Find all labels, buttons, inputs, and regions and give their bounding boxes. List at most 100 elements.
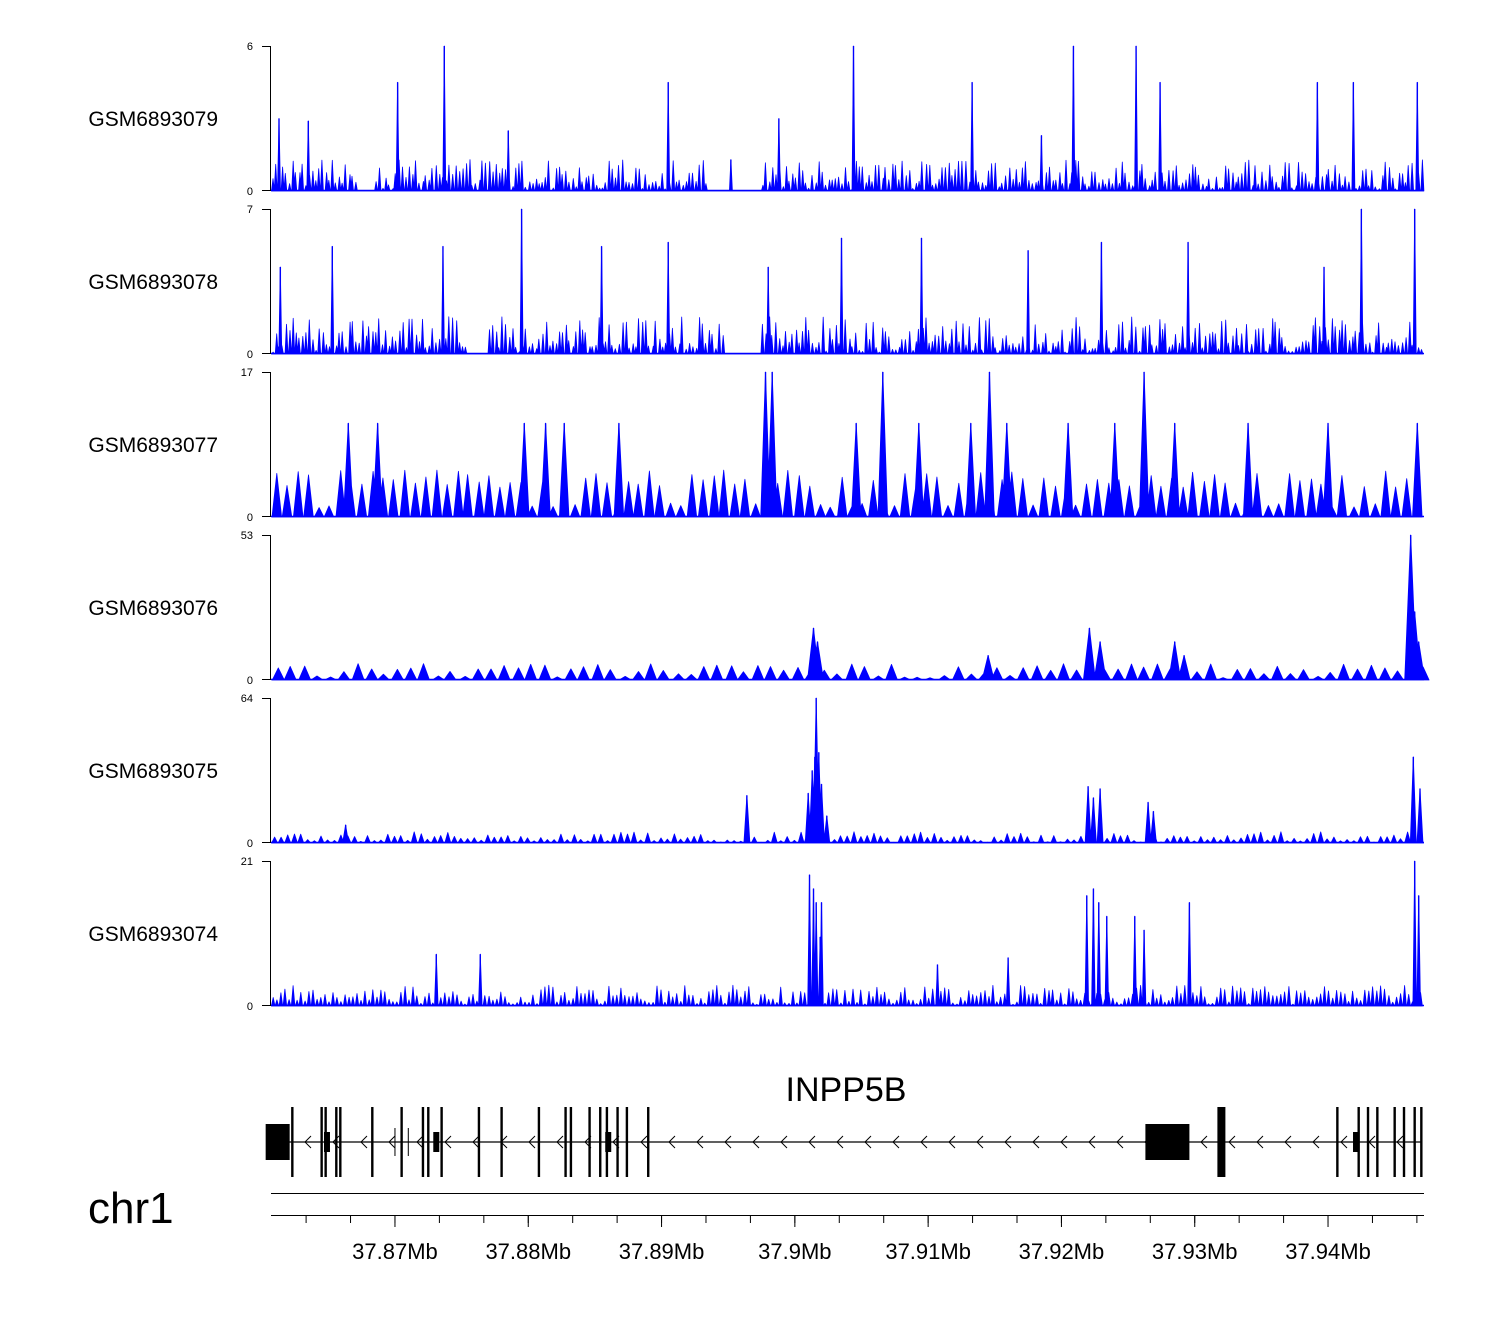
track-label: GSM6893077: [88, 434, 218, 457]
strand-arrow: [528, 1135, 536, 1149]
strand-arrow: [864, 1135, 872, 1149]
strand-arrow: [836, 1135, 844, 1149]
y-tick-label: 0: [247, 512, 253, 524]
exon: [1402, 1107, 1406, 1177]
strand-arrow: [808, 1135, 816, 1149]
y-tick-label: 64: [241, 693, 253, 705]
exon: [1393, 1107, 1396, 1177]
exon: [647, 1107, 650, 1177]
track-label: GSM6893079: [88, 108, 218, 131]
track-GSM6893078: GSM6893078 7 0: [88, 204, 1424, 361]
coverage-tracks: GSM689307960GSM689307870GSM6893077170GSM…: [88, 41, 1430, 1013]
strand-arrow: [1088, 1135, 1096, 1149]
genome-axis: chr1 37.87Mb 37.88Mb 37.89Mb 37.9Mb 37.91Mb 3…: [88, 1184, 1424, 1264]
strand-arrow: [1060, 1135, 1068, 1149]
track-GSM6893074: GSM6893074 21 0: [88, 856, 1424, 1013]
x-tick-label: 37.92Mb: [1019, 1239, 1105, 1264]
track-label: GSM6893075: [88, 760, 218, 783]
x-tick-label: 37.88Mb: [485, 1239, 571, 1264]
exon: [320, 1107, 323, 1177]
x-tick-label: 37.9Mb: [758, 1239, 831, 1264]
coverage-area: [271, 534, 1430, 681]
exon: [569, 1107, 573, 1177]
exon: [1353, 1132, 1360, 1152]
exon: [407, 1128, 409, 1156]
exon: [605, 1132, 612, 1152]
track-GSM6893075: GSM6893075 64 0: [88, 693, 1424, 850]
exon: [1376, 1107, 1379, 1177]
strand-arrow: [1256, 1135, 1264, 1149]
exon: [1336, 1107, 1339, 1177]
strand-arrow: [948, 1135, 956, 1149]
strand-arrow: [556, 1135, 564, 1149]
exon: [400, 1107, 403, 1177]
strand-arrow: [920, 1135, 928, 1149]
track-GSM6893079: GSM6893079 6 0: [88, 41, 1425, 198]
gene-name-label: INPP5B: [786, 1071, 907, 1109]
exon: [1420, 1107, 1423, 1177]
exon: [564, 1107, 567, 1177]
strand-arrow: [472, 1135, 480, 1149]
exon: [421, 1107, 425, 1177]
exon: [394, 1128, 396, 1156]
strand-arrow: [892, 1135, 900, 1149]
x-tick-label: 37.93Mb: [1152, 1239, 1238, 1264]
coverage-area: [271, 860, 1423, 1007]
strand-arrow: [1004, 1135, 1012, 1149]
strand-arrow: [1284, 1135, 1292, 1149]
exon: [339, 1107, 342, 1177]
coverage-area: [271, 208, 1424, 355]
strand-arrow: [976, 1135, 984, 1149]
exon: [537, 1107, 541, 1177]
exon: [1413, 1107, 1416, 1177]
gene-model: INPP5B: [265, 1071, 1423, 1177]
track-GSM6893077: GSM6893077 17 0: [88, 367, 1424, 524]
y-tick-label: 21: [241, 856, 253, 868]
strand-arrow: [752, 1135, 760, 1149]
exon: [433, 1132, 440, 1152]
chromosome-label: chr1: [88, 1184, 174, 1233]
strand-arrow: [1200, 1135, 1208, 1149]
exon: [477, 1107, 481, 1177]
strand-arrow: [1312, 1135, 1320, 1149]
exon: [371, 1107, 374, 1177]
exon: [1366, 1107, 1370, 1177]
track-GSM6893076: GSM6893076 53 0: [88, 530, 1430, 687]
y-tick-label: 0: [247, 1001, 253, 1013]
y-tick-label: 0: [247, 186, 253, 198]
strand-arrow: [1116, 1135, 1124, 1149]
exon: [599, 1107, 602, 1177]
track-label: GSM6893076: [88, 597, 218, 620]
utr-block: [1217, 1107, 1226, 1177]
strand-arrow: [724, 1135, 732, 1149]
strand-arrow: [388, 1135, 396, 1149]
exon: [440, 1107, 443, 1177]
strand-arrow: [780, 1135, 788, 1149]
exon: [616, 1107, 619, 1177]
exon: [291, 1107, 294, 1177]
x-tick-label: 37.87Mb: [352, 1239, 438, 1264]
y-tick-label: 53: [241, 530, 253, 542]
y-tick-label: 0: [247, 838, 253, 850]
coverage-area: [271, 371, 1423, 518]
exon: [323, 1132, 330, 1152]
y-tick-label: 7: [247, 204, 253, 216]
exon: [427, 1107, 430, 1177]
strand-arrow: [1228, 1135, 1236, 1149]
strand-arrow: [1396, 1135, 1404, 1149]
strand-arrow: [416, 1135, 424, 1149]
exon: [588, 1107, 591, 1177]
exon: [500, 1107, 503, 1177]
strand-arrow: [304, 1135, 312, 1149]
strand-arrow: [1032, 1135, 1040, 1149]
x-tick-label: 37.91Mb: [885, 1239, 971, 1264]
x-tick-label: 37.94Mb: [1285, 1239, 1371, 1264]
exon: [335, 1107, 338, 1177]
strand-arrow: [668, 1135, 676, 1149]
y-tick-label: 0: [247, 675, 253, 687]
strand-arrow: [696, 1135, 704, 1149]
utr-block: [1145, 1124, 1190, 1160]
coverage-area: [271, 697, 1424, 844]
strand-arrow: [444, 1135, 452, 1149]
